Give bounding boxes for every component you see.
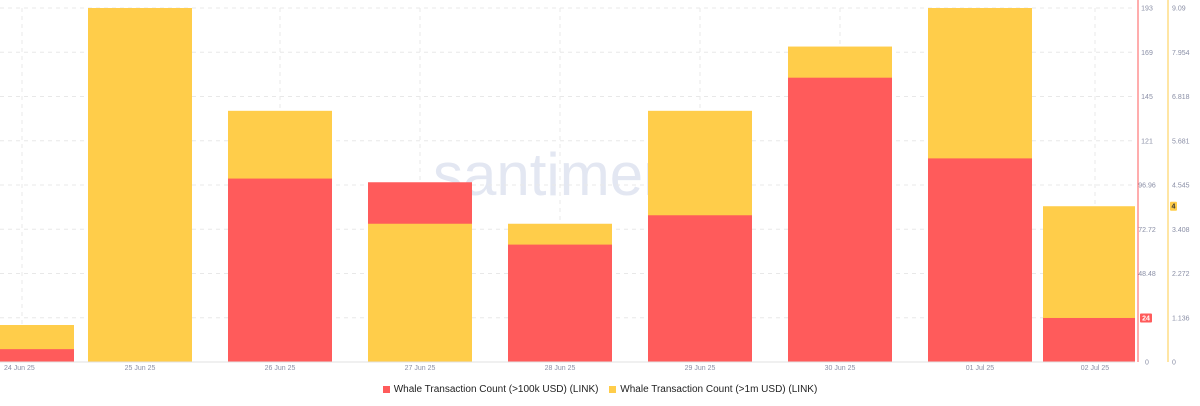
left-tick-label: 145 (1141, 94, 1153, 101)
right-tick-label: 3.408 (1172, 227, 1190, 234)
bar-100k (788, 77, 892, 363)
right-current-badge (1170, 201, 1177, 211)
right-tick-label: 0 (1172, 360, 1176, 367)
bar-1m (88, 8, 192, 362)
left-current-value: 24 (1142, 315, 1150, 322)
x-tick-label: 27 Jun 25 (405, 365, 436, 372)
bars (0, 8, 1135, 363)
left-y-axis: 0 24 48.48 72.72 96.96 121 145 169 193 (1137, 0, 1156, 367)
right-tick-label: 2.272 (1172, 271, 1190, 278)
x-tick-label: 26 Jun 25 (265, 365, 296, 372)
bar-100k (648, 215, 752, 362)
bar-100k (1043, 317, 1135, 362)
right-tick-label: 5.681 (1172, 138, 1190, 145)
left-tick-label: 0 (1145, 360, 1149, 367)
x-tick-label: 30 Jun 25 (825, 365, 856, 372)
right-y-axis: 0 1.136 2.272 3.408 4.545 5.681 6.818 7.954 9.09 (1167, 0, 1190, 367)
x-tick-label: 28 Jun 25 (545, 365, 576, 372)
right-current-value: 4 (1172, 204, 1176, 211)
left-tick-label: 48.48 (1138, 271, 1156, 278)
left-tick-label: 96.96 (1138, 183, 1156, 190)
right-tick-label: 4.545 (1172, 183, 1190, 190)
x-tick-label: 29 Jun 25 (685, 365, 716, 372)
bar-100k (228, 178, 332, 362)
legend-label-100k: Whale Transaction Count (>100k USD) (LIN… (393, 384, 599, 395)
bar-1m (368, 223, 472, 362)
left-tick-label: 121 (1141, 138, 1153, 145)
whale-transaction-chart: santiment 24 Jun 25 25 Jun 25 26 Jun 25 27 … (0, 0, 1190, 372)
legend-item-1m[interactable]: Whale Transaction Count (>1m USD) (LINK) (609, 384, 817, 395)
left-tick-label: 169 (1141, 50, 1153, 57)
current-value-badges: 24 4 (1140, 201, 1177, 323)
legend: Whale Transaction Count (>100k USD) (LIN… (0, 384, 1200, 396)
left-current-badge (1140, 313, 1152, 323)
right-tick-label: 1.136 (1172, 315, 1190, 322)
legend-label-1m: Whale Transaction Count (>1m USD) (LINK) (620, 384, 818, 395)
right-tick-label: 9.09 (1172, 6, 1186, 13)
left-tick-label: 72.72 (1138, 227, 1156, 234)
x-axis: 24 Jun 25 25 Jun 25 26 Jun 25 27 Jun 25 28 J… (0, 361, 1135, 372)
left-tick-label: 193 (1141, 6, 1153, 13)
right-tick-label: 6.818 (1172, 94, 1190, 101)
bar-100k (508, 244, 612, 362)
x-tick-label: 01 Jul 25 (966, 365, 995, 372)
x-tick-label: 25 Jun 25 (125, 365, 156, 372)
bar-100k (0, 349, 74, 362)
x-tick-label: 02 Jul 25 (1081, 365, 1110, 372)
legend-swatch-red (382, 386, 390, 393)
legend-item-100k[interactable]: Whale Transaction Count (>100k USD) (LIN… (382, 384, 599, 395)
x-tick-label: 24 Jun 25 (4, 365, 35, 372)
right-tick-label: 7.954 (1172, 50, 1190, 57)
legend-swatch-yellow (609, 386, 617, 393)
bar-100k (928, 158, 1032, 362)
